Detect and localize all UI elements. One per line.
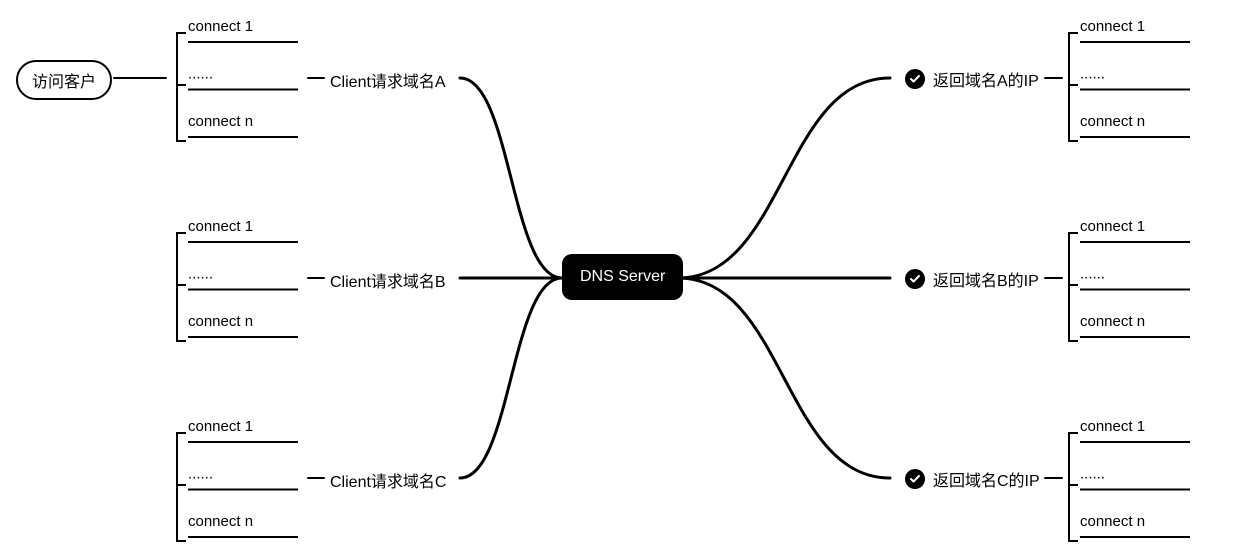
bracket-vline: [176, 232, 178, 342]
bracket-tick: [1068, 484, 1078, 486]
right-bracket-a: connect 1 ...... connect n: [1068, 18, 1200, 138]
bracket-tick: [176, 140, 186, 142]
diagram-stage: { "type": "network-diagram", "canvas": {…: [0, 0, 1240, 557]
bracket-tick: [1068, 340, 1078, 342]
bracket-row: connect n: [1080, 313, 1190, 338]
bracket-row: connect 1: [1080, 18, 1190, 43]
bracket-vline: [1068, 432, 1070, 542]
bracket-row: connect n: [188, 513, 298, 538]
left-request-label-c: Client请求域名C: [330, 468, 446, 492]
right-return-text: 返回域名B的IP: [933, 267, 1039, 291]
left-request-label-a: Client请求域名A: [330, 68, 446, 92]
bracket-tick: [1068, 540, 1078, 542]
bracket-row: connect n: [1080, 513, 1190, 538]
bracket-tick: [176, 484, 186, 486]
bracket-row: ......: [188, 466, 298, 491]
bracket-vline: [1068, 32, 1070, 142]
bracket-row: ......: [1080, 266, 1190, 291]
left-bracket-a: connect 1 ...... connect n: [176, 18, 308, 138]
bracket-tick: [1068, 284, 1078, 286]
bracket-tick: [176, 340, 186, 342]
bracket-row: ......: [188, 66, 298, 91]
bracket-row: connect n: [188, 313, 298, 338]
bracket-row: ......: [1080, 466, 1190, 491]
bracket-tick: [176, 432, 186, 434]
bracket-row: ......: [188, 266, 298, 291]
bracket-tick: [176, 232, 186, 234]
bracket-vline: [176, 32, 178, 142]
check-icon: [905, 269, 925, 289]
left-bracket-c: connect 1 ...... connect n: [176, 418, 308, 538]
right-return-label-c: 返回域名C的IP: [905, 467, 1040, 491]
bracket-tick: [176, 540, 186, 542]
right-bracket-c: connect 1 ...... connect n: [1068, 418, 1200, 538]
right-return-label-b: 返回域名B的IP: [905, 267, 1039, 291]
bracket-row: connect 1: [188, 418, 298, 443]
bracket-tick: [1068, 32, 1078, 34]
bracket-row: connect 1: [1080, 418, 1190, 443]
right-return-text: 返回域名C的IP: [933, 467, 1040, 491]
bracket-tick: [176, 32, 186, 34]
bracket-row: connect 1: [1080, 218, 1190, 243]
check-icon: [905, 69, 925, 89]
bracket-row: ......: [1080, 66, 1190, 91]
left-request-label-b: Client请求域名B: [330, 268, 446, 292]
bracket-tick: [176, 284, 186, 286]
bracket-row: connect n: [1080, 113, 1190, 138]
bracket-tick: [176, 84, 186, 86]
dns-server-node: DNS Server: [562, 254, 683, 300]
right-bracket-b: connect 1 ...... connect n: [1068, 218, 1200, 338]
bracket-row: connect 1: [188, 18, 298, 43]
check-icon: [905, 469, 925, 489]
bracket-tick: [1068, 140, 1078, 142]
client-pill: 访问客户: [16, 60, 112, 100]
right-return-text: 返回域名A的IP: [933, 67, 1039, 91]
left-bracket-b: connect 1 ...... connect n: [176, 218, 308, 338]
right-return-label-a: 返回域名A的IP: [905, 67, 1039, 91]
bracket-tick: [1068, 232, 1078, 234]
bracket-tick: [1068, 84, 1078, 86]
bracket-tick: [1068, 432, 1078, 434]
bracket-row: connect n: [188, 113, 298, 138]
bracket-vline: [1068, 232, 1070, 342]
bracket-row: connect 1: [188, 218, 298, 243]
bracket-vline: [176, 432, 178, 542]
